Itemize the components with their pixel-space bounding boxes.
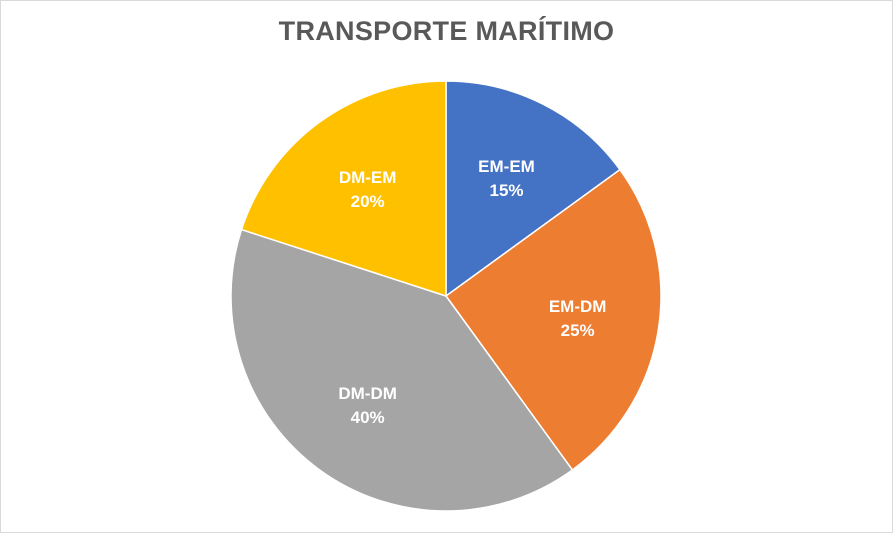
slice-percent-label: 40% [351,408,385,427]
slice-category-label: DM-EM [339,168,397,187]
slice-category-label: EM-DM [549,297,607,316]
pie-slice-dm-dm [230,228,574,512]
slice-percent-label: 15% [490,181,524,200]
slice-category-label: EM-EM [478,157,535,176]
pie-slice-em-dm [444,168,662,471]
slice-percent-label: 25% [561,321,595,340]
pie-slice-em-em [445,80,621,298]
slice-category-label: DM-DM [338,384,397,403]
chart-title: TRANSPORTE MARÍTIMO [278,16,615,46]
pie-slice-dm-em [240,80,447,298]
slice-percent-label: 20% [351,192,385,211]
